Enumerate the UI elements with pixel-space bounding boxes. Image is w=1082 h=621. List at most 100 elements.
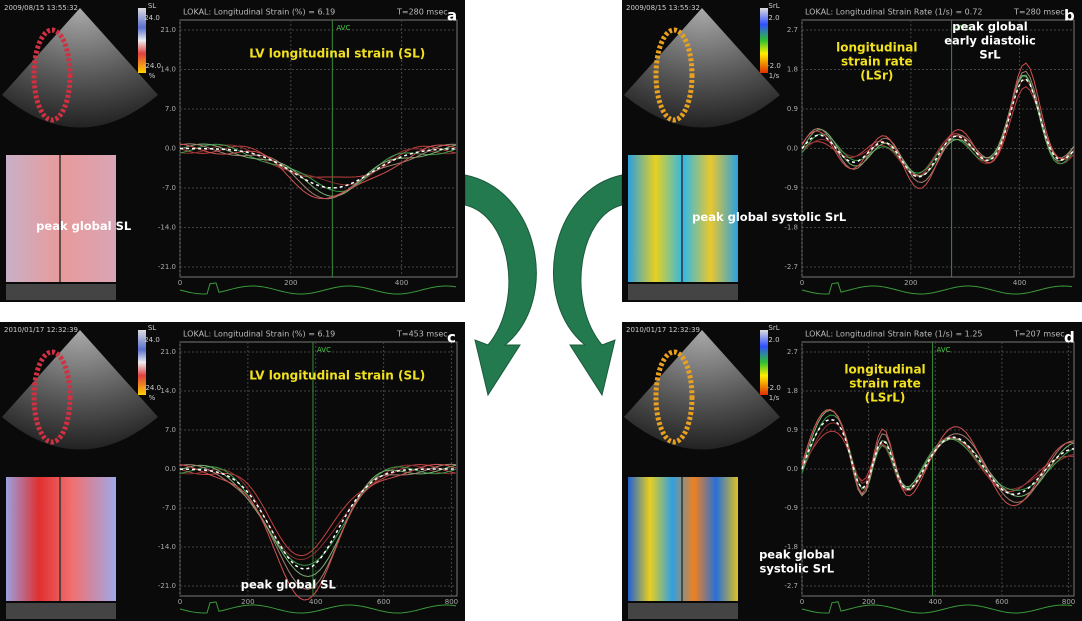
strain-trace xyxy=(801,86,1075,177)
plot-header: LOKAL: Longitudinal Strain Rate (1/s) = … xyxy=(805,8,983,17)
scale-label: 1/s xyxy=(769,72,780,80)
y-tick-label: -0.9 xyxy=(784,184,798,192)
myocardium-trace xyxy=(31,349,73,445)
avc-label: AVC xyxy=(937,346,951,354)
y-tick-label: 1.8 xyxy=(787,387,798,395)
y-tick-label: -14.0 xyxy=(158,224,176,232)
scale-label: SL xyxy=(148,2,156,10)
panel-title: LV longitudinal strain (SL) xyxy=(249,368,425,382)
x-tick-label: 200 xyxy=(241,598,254,606)
scale-label: -2.0 xyxy=(767,62,781,70)
strain-map xyxy=(6,155,116,282)
strain-trace xyxy=(179,464,457,561)
plot-header: LOKAL: Longitudinal Strain (%) = 6.19 xyxy=(183,330,335,339)
annotation: peak global SL xyxy=(241,578,337,592)
y-tick-label: -7.0 xyxy=(162,504,176,512)
x-tick-label: 400 xyxy=(395,279,408,287)
y-tick-label: -7.0 xyxy=(162,184,176,192)
scale-label: % xyxy=(149,72,156,80)
echo-image xyxy=(624,330,780,450)
panel-title: (LSrL) xyxy=(865,390,906,404)
x-tick-label: 600 xyxy=(377,598,390,606)
global-trace xyxy=(801,78,1075,178)
scale-label: SrL xyxy=(768,2,779,10)
y-tick-label: -14.0 xyxy=(158,543,176,551)
mmode-strip xyxy=(628,284,738,300)
strain-trace xyxy=(179,144,457,186)
scale-label: 24.0 xyxy=(144,336,160,344)
y-tick-label: -2.7 xyxy=(784,263,798,271)
y-tick-label: -21.0 xyxy=(158,263,176,271)
y-tick-label: 21.0 xyxy=(160,348,176,356)
global-trace xyxy=(801,418,1075,496)
x-tick-label: 0 xyxy=(800,279,804,287)
myocardium-trace xyxy=(653,27,695,123)
y-tick-label: -21.0 xyxy=(158,582,176,590)
annotation: peak global systolic SrL xyxy=(692,210,847,224)
panel-title: strain rate xyxy=(841,55,913,69)
annotation: early diastolic xyxy=(944,34,1036,48)
global-trace xyxy=(179,147,457,189)
scale-label: -2.0 xyxy=(767,384,781,392)
mmode-strip xyxy=(6,284,116,300)
y-tick-label: 2.7 xyxy=(787,348,798,356)
ecg-trace xyxy=(801,601,1073,614)
y-tick-label: -1.8 xyxy=(784,543,798,551)
time-readout: T=453 msec xyxy=(396,330,448,339)
scale-label: -24.0 xyxy=(143,384,161,392)
scale-label: 24.0 xyxy=(144,14,160,22)
color-bar xyxy=(760,330,768,395)
scale-label: 2.0 xyxy=(768,14,779,22)
strain-trace xyxy=(179,464,457,557)
strain-map xyxy=(628,477,738,601)
panel-title: longitudinal xyxy=(836,41,917,55)
y-tick-label: 0.0 xyxy=(165,465,176,473)
x-tick-label: 0 xyxy=(800,598,804,606)
echo-image xyxy=(624,8,780,128)
time-readout: T=280 msec xyxy=(396,8,448,17)
x-tick-label: 400 xyxy=(309,598,322,606)
strain-trace xyxy=(801,76,1075,174)
panel: 2009/08/15 13:55:32 SL 24.0 -24.0% LOKAL: Lo… xyxy=(0,0,465,302)
y-tick-label: 0.9 xyxy=(787,426,798,434)
panel-letter: a xyxy=(447,7,457,25)
avc-label: AVC xyxy=(336,24,350,32)
panel-letter: d xyxy=(1064,329,1075,347)
x-tick-label: 400 xyxy=(929,598,942,606)
strain-map xyxy=(6,477,116,601)
plot-header: LOKAL: Longitudinal Strain Rate (1/s) = … xyxy=(805,330,983,339)
x-tick-label: 200 xyxy=(904,279,917,287)
x-tick-label: 200 xyxy=(862,598,875,606)
strain-trace xyxy=(179,466,457,566)
strain-trace xyxy=(801,78,1075,175)
global-trace xyxy=(179,468,457,570)
annotation: systolic SrL xyxy=(760,562,835,576)
scale-label: % xyxy=(149,394,156,402)
scale-label: -24.0 xyxy=(143,62,161,70)
date-stamp: 2010/01/17 12:32:39 xyxy=(4,326,78,334)
y-tick-label: 0.0 xyxy=(787,465,798,473)
strain-trace xyxy=(801,409,1075,507)
panel: 2010/01/17 12:32:39 SL 24.0 -24.0% LOKAL: Lo… xyxy=(0,322,465,621)
y-tick-label: 14.0 xyxy=(160,387,176,395)
date-stamp: 2009/08/15 13:55:32 xyxy=(626,4,700,12)
panel-title: longitudinal xyxy=(844,362,925,376)
y-tick-label: 7.0 xyxy=(165,426,176,434)
myocardium-trace xyxy=(653,349,695,445)
panel-title: (LSr) xyxy=(860,69,893,83)
annotation: SrL xyxy=(979,48,1001,62)
y-tick-label: 7.0 xyxy=(165,105,176,113)
ecg-trace xyxy=(801,282,1073,295)
x-tick-label: 600 xyxy=(995,598,1008,606)
x-tick-label: 0 xyxy=(178,598,182,606)
color-bar xyxy=(760,8,768,73)
y-tick-label: 2.7 xyxy=(787,26,798,34)
strain-trace xyxy=(179,143,457,200)
panel-title: strain rate xyxy=(849,376,921,390)
y-tick-label: 0.0 xyxy=(165,145,176,153)
strain-trace xyxy=(179,463,457,590)
mmode-strip xyxy=(6,603,116,619)
strain-trace xyxy=(179,464,457,577)
scale-label: 1/s xyxy=(769,394,780,402)
time-readout: T=207 msec xyxy=(1013,330,1065,339)
